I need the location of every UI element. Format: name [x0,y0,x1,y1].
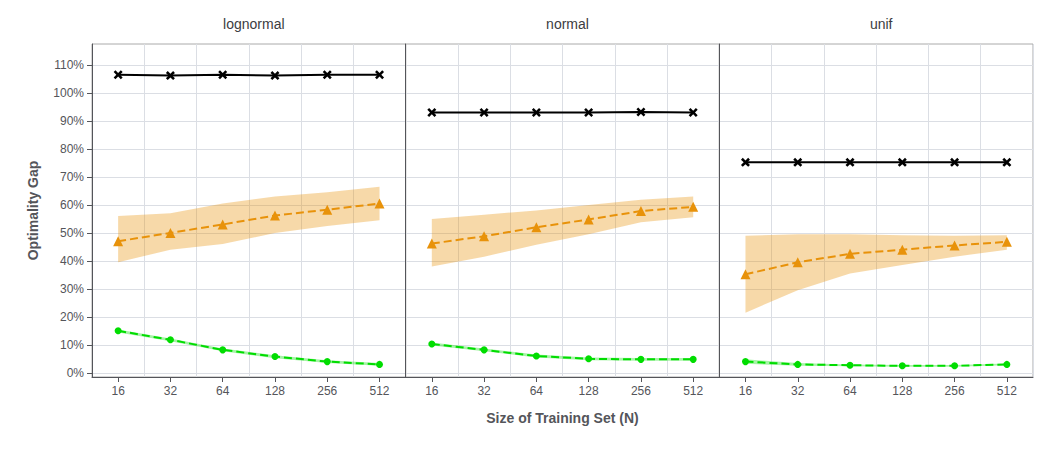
svg-text:256: 256 [317,384,337,398]
svg-text:normal: normal [546,16,589,32]
svg-text:512: 512 [683,384,703,398]
svg-text:80%: 80% [60,142,84,156]
svg-text:256: 256 [631,384,651,398]
svg-text:lognormal: lognormal [223,16,284,32]
svg-text:0%: 0% [67,366,85,380]
svg-text:512: 512 [997,384,1017,398]
svg-text:64: 64 [843,384,857,398]
svg-text:32: 32 [791,384,805,398]
svg-text:70%: 70% [60,170,84,184]
svg-text:Size of Training Set (N): Size of Training Set (N) [486,410,638,426]
svg-text:32: 32 [164,384,178,398]
svg-text:16: 16 [739,384,753,398]
svg-text:16: 16 [111,384,125,398]
svg-text:100%: 100% [53,86,84,100]
svg-text:unif: unif [870,16,893,32]
svg-text:128: 128 [579,384,599,398]
svg-text:50%: 50% [60,226,84,240]
svg-text:64: 64 [216,384,230,398]
svg-text:20%: 20% [60,310,84,324]
svg-text:256: 256 [945,384,965,398]
svg-text:128: 128 [265,384,285,398]
svg-text:16: 16 [425,384,439,398]
svg-text:60%: 60% [60,198,84,212]
svg-text:512: 512 [370,384,390,398]
svg-text:110%: 110% [54,58,84,72]
svg-text:32: 32 [477,384,491,398]
svg-text:128: 128 [892,384,912,398]
svg-text:30%: 30% [60,282,84,296]
svg-text:64: 64 [530,384,544,398]
svg-text:90%: 90% [60,114,84,128]
svg-text:Optimality Gap: Optimality Gap [25,161,41,261]
svg-text:40%: 40% [60,254,84,268]
svg-text:10%: 10% [60,338,84,352]
